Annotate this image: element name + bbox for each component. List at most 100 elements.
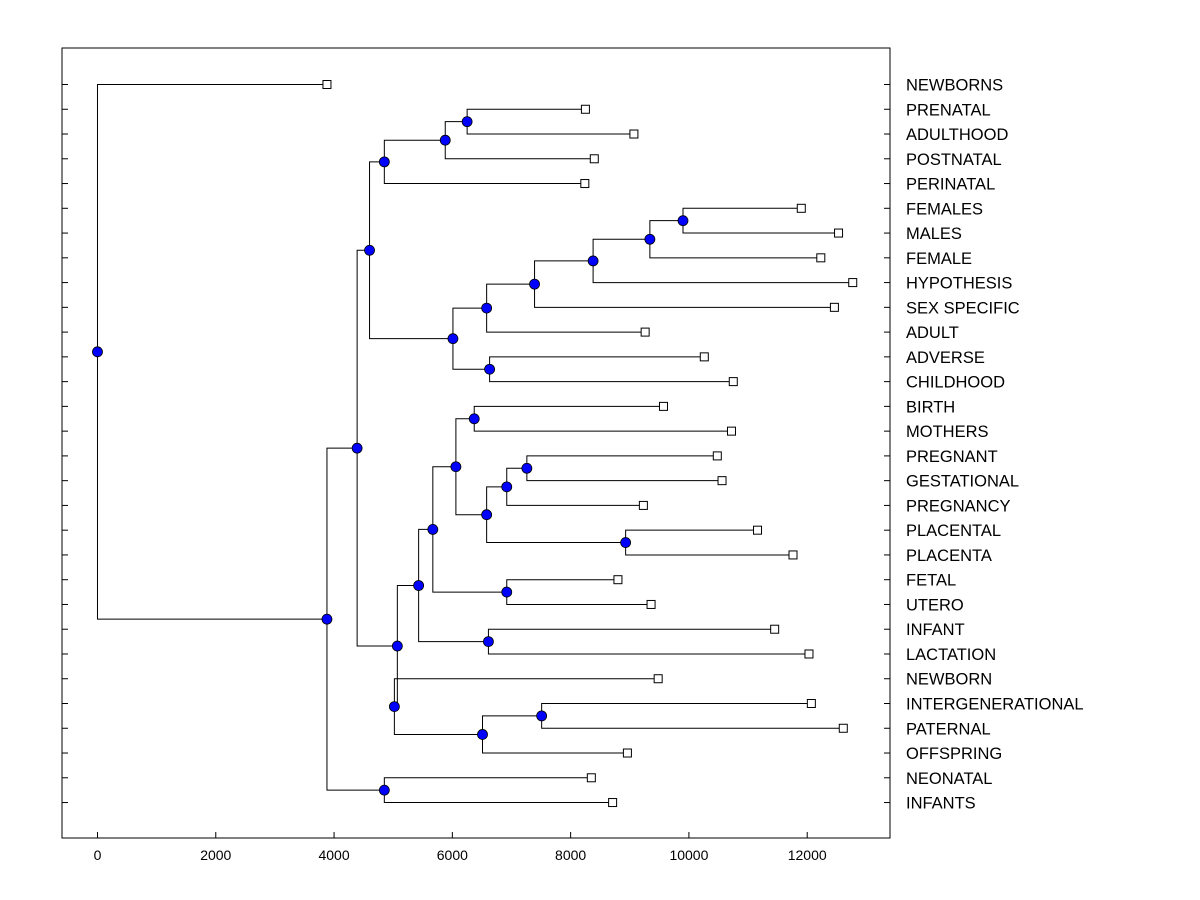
branch-m02-to-postnatal [444,140,595,160]
leaf-marker-infant [770,624,780,634]
merge-node-m27 [378,784,390,796]
leaf-label-paternal: PATERNAL [906,720,991,738]
merge-node-markers [92,116,689,796]
branch-m03-to-perinatal [383,161,585,185]
leaf-label-pregnancy: PREGNANCY [906,497,1011,515]
merge-node-m03 [378,156,390,168]
branch-m17-to-m12 [455,418,475,467]
leaf-marker-infants [608,798,618,808]
branch-m14-to-m13 [506,467,527,487]
branch-m18-to-utero [506,592,652,605]
merge-node-m21 [413,580,425,591]
leaf-marker-utero [646,599,656,609]
branch-m14-to-pregnancy [506,486,644,506]
leaf-label-females: FEMALES [906,200,983,218]
leaf-label-sex_specific: SEX SPECIFIC [906,299,1020,317]
leaf-marker-intergenerational [806,699,816,708]
leaf-marker-adverse [699,352,709,362]
branch-m06-to-hypothesis [592,260,853,284]
leaf-marker-pregnant [712,451,722,461]
branch-root-to-newborns [96,84,327,352]
leaf-marker-males [834,228,844,238]
merge-node-m22 [536,710,548,722]
leaf-marker-placental [753,525,763,535]
branch-m01-to-prenatal [466,108,586,122]
merge-node-m18 [501,586,513,598]
branch-m07-to-m06 [534,260,594,285]
leaf-label-postnatal: POSTNATAL [906,151,1002,169]
branch-m04-to-females [682,207,802,221]
merge-node-m08 [481,302,493,314]
leaf-marker-postnatal [589,154,599,164]
branch-m11-to-m10 [369,250,453,340]
merge-node-m07 [529,278,540,290]
merge-node-m26 [351,442,363,454]
branch-m07-to-sex_specific [534,284,835,308]
leaf-label-perinatal: PERINATAL [906,176,995,194]
leaf-marker-perinatal [580,179,590,189]
leaf-marker-adulthood [629,129,639,139]
branch-m23-to-offspring [482,734,628,754]
leaf-label-males: MALES [906,225,962,243]
branch-m27-to-neonatal [383,777,592,791]
leaf-marker-sex_specific [829,302,839,312]
leaf-marker-fetal [613,575,623,585]
leaf-label-lactation: LACTATION [906,646,996,664]
leaf-marker-adult [640,327,650,337]
branch-m08-to-m07 [486,283,535,309]
plot-frame [61,47,891,839]
merge-node-m06 [587,255,599,267]
branch-m01-to-adulthood [466,121,634,135]
leaf-label-prenatal: PRENATAL [906,101,991,119]
leaf-label-pregnant: PREGNANT [906,448,998,466]
branch-m04-to-males [682,220,839,234]
leaf-marker-mothers [726,426,736,436]
merge-node-m20 [483,636,494,647]
branch-m20-to-infant [487,628,775,642]
leaf-marker-childhood [728,377,738,387]
leaf-label-newborns: NEWBORNS [906,77,1003,95]
x-tick-label: 8000 [555,847,586,863]
x-tick-label: 12000 [788,847,827,863]
branch-m23-to-m22 [482,715,542,735]
branch-m10-to-m09 [452,338,490,370]
leaf-label-neonatal: NEONATAL [906,770,993,788]
branch-m22-to-paternal [541,715,844,729]
leaf-marker-birth [658,401,668,411]
branch-m18-to-fetal [506,579,618,593]
branch-m09-to-adverse [489,356,705,370]
branch-m08-to-adult [486,308,646,333]
leaf-label-infant: INFANT [906,621,965,639]
leaf-label-adulthood: ADULTHOOD [906,126,1008,144]
leaf-marker-pregnancy [638,500,648,510]
x-axis: 0 2000 4000 6000 8000 10000 12000 [94,832,827,863]
x-tick-label: 4000 [318,847,349,863]
branch-m24-to-newborn [393,678,659,707]
merge-node-m25 [391,640,403,652]
leaf-label-utero: UTERO [906,596,964,614]
branch-m03-to-m02 [383,139,446,162]
leaf-label-placental: PLACENTAL [906,522,1001,540]
branch-m25-to-m21 [396,585,419,647]
branch-m17-to-m16 [455,466,487,516]
branch-m19-to-m17 [432,466,456,530]
branch-m13-to-gestational [526,468,723,482]
merge-node-m12 [468,413,480,425]
leaf-marker-prenatal [580,104,590,114]
branch-m22-to-intergenerational [541,703,812,716]
merge-node-m09 [484,363,496,375]
branch-m16-to-m14 [486,486,507,515]
merge-node-root [92,346,103,358]
merge-node-m28 [321,613,333,625]
merge-node-m15 [620,537,632,548]
merge-node-m17 [450,461,462,473]
leaf-label-placenta: PLACENTA [906,547,992,565]
branch-m16-to-m15 [486,514,626,544]
leaf-label-birth: BIRTH [906,398,955,416]
merge-node-m16 [481,509,493,521]
leaf-marker-neonatal [586,773,596,783]
branch-m09-to-childhood [489,369,734,383]
merge-node-m01 [461,116,473,128]
leaf-marker-placenta [788,550,798,560]
branch-m26-to-m25 [356,448,398,647]
